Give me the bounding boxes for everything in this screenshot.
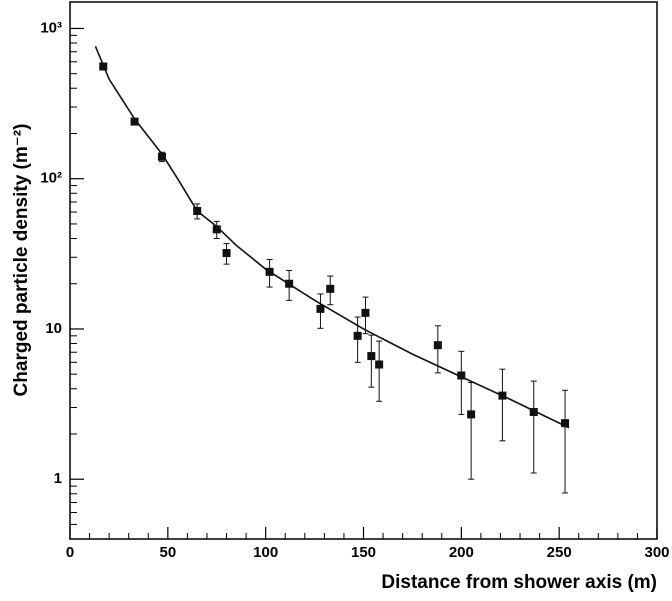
data-point: [265, 267, 274, 276]
y-axis-title: Charged particle density (m⁻²): [11, 124, 32, 397]
fit-curve: [94, 46, 570, 429]
y-tick-label: 10³: [40, 19, 62, 36]
data-point: [326, 284, 335, 293]
data-point: [367, 352, 376, 361]
data-point: [561, 419, 570, 428]
data-point: [99, 62, 108, 71]
data-point: [498, 391, 507, 400]
data-point: [285, 279, 294, 288]
data-point: [375, 360, 384, 369]
data-point: [316, 304, 325, 313]
data-point: [130, 117, 139, 126]
data-point: [457, 371, 466, 380]
data-point: [212, 225, 221, 234]
x-tick-label: 0: [66, 544, 74, 561]
data-point: [361, 308, 370, 317]
y-tick-label: 10²: [40, 170, 62, 187]
x-tick-label: 100: [253, 544, 278, 561]
data-point: [193, 206, 202, 215]
x-tick-label: 250: [547, 544, 572, 561]
data-point: [433, 341, 442, 350]
data-point: [157, 152, 166, 161]
data-point: [467, 410, 476, 419]
data-point: [353, 331, 362, 340]
x-tick-label: 300: [644, 544, 669, 561]
data-point: [222, 249, 231, 258]
y-tick-label: 10: [45, 320, 62, 337]
y-tick-label: 1: [54, 470, 62, 487]
x-axis-title: Distance from shower axis (m): [381, 572, 657, 593]
x-tick-label: 150: [351, 544, 376, 561]
x-tick-label: 200: [449, 544, 474, 561]
x-tick-label: 50: [159, 544, 176, 561]
plot-frame: [69, 1, 658, 540]
data-point: [529, 408, 538, 417]
